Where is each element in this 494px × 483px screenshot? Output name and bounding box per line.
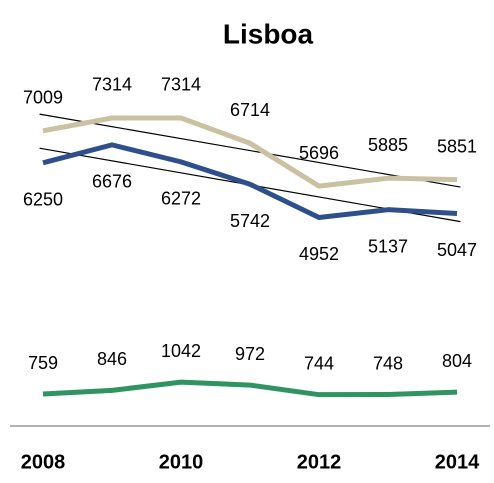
data-label: 804	[442, 351, 472, 371]
series-line	[42, 379, 458, 398]
data-label: 759	[28, 353, 58, 373]
data-label: 5742	[230, 211, 270, 231]
data-label: 6714	[230, 100, 270, 120]
series-line	[42, 115, 458, 189]
data-label: 5851	[437, 136, 477, 156]
data-label: 6676	[92, 172, 132, 192]
x-tick-label: 2010	[159, 451, 204, 473]
data-label: 7009	[23, 88, 63, 108]
data-label: 5696	[299, 143, 339, 163]
data-label: 846	[97, 349, 127, 369]
data-label: 744	[304, 353, 334, 373]
data-label: 5137	[368, 236, 408, 256]
series-line	[42, 142, 458, 220]
x-tick-label: 2012	[297, 451, 342, 473]
chart-title: Lisboa	[223, 18, 314, 49]
data-label: 5885	[368, 135, 408, 155]
data-label: 6272	[161, 189, 201, 209]
x-tick-label: 2008	[21, 451, 66, 473]
data-label: 7314	[92, 75, 132, 95]
data-label: 4952	[299, 244, 339, 264]
data-label: 5047	[437, 240, 477, 260]
trend-line	[39, 113, 461, 188]
data-label: 748	[373, 353, 403, 373]
data-label: 6250	[23, 190, 63, 210]
x-tick-label: 2014	[435, 451, 480, 473]
data-label: 7314	[161, 75, 201, 95]
data-label: 1042	[161, 341, 201, 361]
data-label: 972	[235, 344, 265, 364]
